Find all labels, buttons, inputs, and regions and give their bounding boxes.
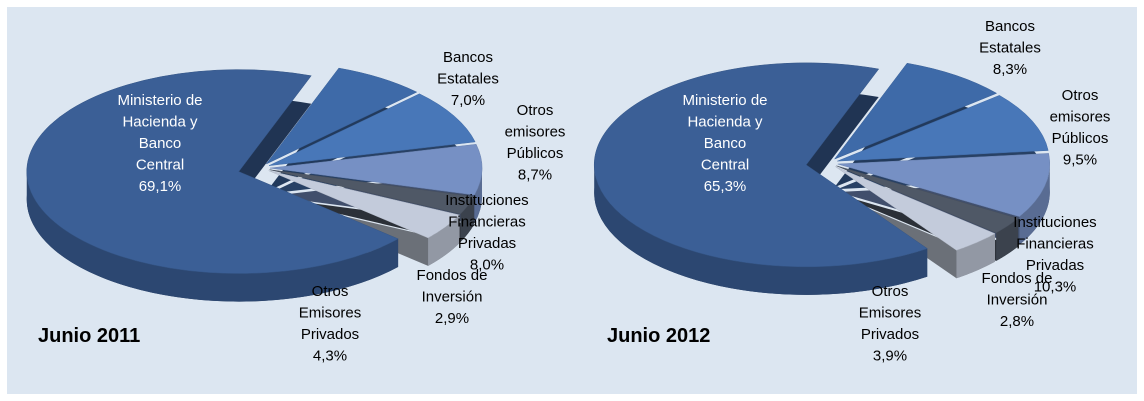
slice-side: [1019, 164, 1050, 245]
slice-name: Hacienda y: [687, 114, 763, 131]
slice-label: Instituciones Financieras Privadas 8,0%: [445, 192, 528, 274]
value-label: 3,9%: [873, 348, 907, 365]
value-label: 4,3%: [313, 348, 347, 365]
slice-name: Privados: [861, 326, 919, 343]
slice-name: Banco: [704, 135, 747, 152]
slice-name: Emisores: [299, 305, 362, 322]
slice: [835, 166, 996, 251]
slice-name: Bancos: [443, 49, 493, 66]
slice: [836, 165, 1019, 234]
slice-label: Otros emisores Públicos 9,5%: [1050, 87, 1111, 169]
value-label: 69,1%: [139, 178, 182, 195]
slice-name: Ministerio de: [682, 92, 767, 109]
slice: [266, 67, 418, 165]
slice: [268, 93, 476, 166]
slice-side: [26, 171, 399, 302]
slice-label: Bancos Estatales 7,0%: [437, 49, 499, 109]
slice: [593, 62, 928, 268]
slice-name: Fondos de: [982, 270, 1053, 287]
slice-label: Otros emisores Públicos 8,7%: [505, 102, 566, 184]
slice-name: Banco: [139, 135, 182, 152]
value-label: 8,7%: [518, 167, 552, 184]
slice-name: Fondos de: [417, 267, 488, 284]
value-label: 10,3%: [1034, 279, 1077, 296]
slice: [268, 170, 461, 239]
value-label: 2,8%: [1000, 313, 1034, 330]
slice-name: Privadas: [458, 235, 516, 252]
value-label: 9,5%: [1063, 152, 1097, 169]
slice: [26, 69, 399, 274]
slice-name: Otros: [517, 102, 554, 119]
slice: [833, 62, 998, 160]
slice-label: Fondos de Inversión 2,8%: [982, 270, 1053, 330]
slice-name: emisores: [505, 124, 566, 141]
slice-name: Estatales: [437, 71, 499, 88]
slice-label: Ministerio de Hacienda y Banco Central 69,1%: [117, 92, 202, 195]
slice-name: Instituciones: [445, 192, 528, 209]
slice-name: Públicos: [1052, 130, 1109, 147]
slice-name: Emisores: [859, 305, 922, 322]
slice-name: Instituciones: [1013, 214, 1096, 231]
value-label: 8,3%: [993, 61, 1027, 78]
slice-name: Inversión: [422, 289, 483, 306]
slice: [269, 144, 483, 196]
chart-title: Junio 2012: [607, 325, 710, 347]
slice: [837, 153, 1051, 217]
slice-name: Financieras: [1016, 236, 1094, 253]
slice-name: Públicos: [507, 145, 564, 162]
value-label: 8,0%: [470, 257, 504, 274]
value-label: 7,0%: [451, 92, 485, 109]
slice-label: Otros Emisores Privados 4,3%: [299, 283, 362, 365]
slice-name: Inversión: [987, 292, 1048, 309]
slice-label: Fondos de Inversión 2,9%: [417, 267, 488, 327]
slice-name: Central: [701, 157, 749, 174]
slice-name: Otros: [1062, 87, 1099, 104]
chart-title: Junio 2011: [38, 325, 140, 347]
slice-side: [460, 196, 474, 243]
slice-name: Estatales: [979, 40, 1041, 57]
slice-side: [428, 214, 460, 266]
value-label: 65,3%: [704, 178, 747, 195]
slice-name: Privados: [301, 326, 359, 343]
slice-name: Financieras: [448, 214, 526, 231]
slice-label: Ministerio de Hacienda y Banco Central 65,3%: [682, 92, 767, 195]
slice-name: emisores: [1050, 109, 1111, 126]
slice-name: Bancos: [985, 18, 1035, 35]
slice-label: Instituciones Financieras Privadas 10,3%: [1013, 214, 1096, 296]
slice-label: Bancos Estatales 8,3%: [979, 18, 1041, 78]
value-label: 2,9%: [435, 310, 469, 327]
slice-name: Ministerio de: [117, 92, 202, 109]
slice-name: Otros: [312, 283, 349, 300]
slice-side: [956, 233, 996, 279]
slice-name: Hacienda y: [122, 114, 198, 131]
slice-side: [594, 164, 928, 295]
slice-name: Privadas: [1026, 257, 1084, 274]
slice: [837, 95, 1049, 162]
slice-name: Otros: [872, 283, 909, 300]
slice-side: [996, 218, 1019, 261]
slice-name: Central: [136, 157, 184, 174]
slice: [269, 169, 475, 215]
slice-label: Otros Emisores Privados 3,9%: [859, 283, 922, 365]
